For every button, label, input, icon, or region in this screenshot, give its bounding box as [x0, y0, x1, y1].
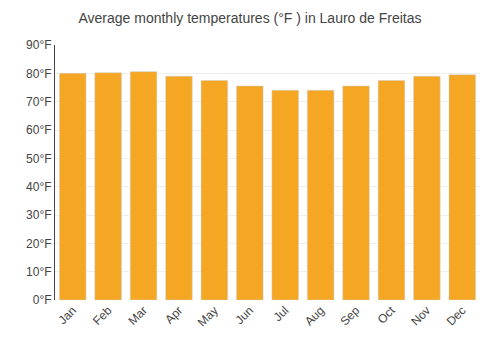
svg-text:Jan: Jan: [55, 303, 79, 327]
svg-text:Average monthly temperatures (: Average monthly temperatures (°F ) in La…: [78, 10, 421, 26]
svg-text:90°F: 90°F: [26, 38, 51, 52]
svg-text:70°F: 70°F: [26, 95, 51, 109]
svg-text:0°F: 0°F: [33, 293, 52, 307]
svg-text:50°F: 50°F: [26, 152, 51, 166]
svg-text:30°F: 30°F: [26, 208, 51, 222]
svg-text:10°F: 10°F: [26, 265, 51, 279]
svg-text:Oct: Oct: [375, 303, 399, 327]
svg-text:Aug: Aug: [302, 303, 327, 328]
svg-text:Nov: Nov: [408, 303, 433, 328]
svg-text:20°F: 20°F: [26, 237, 51, 251]
svg-text:Mar: Mar: [125, 303, 150, 328]
svg-text:80°F: 80°F: [26, 67, 51, 81]
svg-text:May: May: [195, 303, 221, 329]
svg-text:Apr: Apr: [162, 303, 185, 326]
svg-text:Feb: Feb: [90, 303, 115, 328]
svg-text:Jun: Jun: [233, 303, 257, 327]
svg-text:Dec: Dec: [444, 303, 469, 328]
svg-text:60°F: 60°F: [26, 123, 51, 137]
svg-text:40°F: 40°F: [26, 180, 51, 194]
svg-text:Sep: Sep: [337, 303, 362, 328]
svg-text:Jul: Jul: [271, 303, 292, 324]
